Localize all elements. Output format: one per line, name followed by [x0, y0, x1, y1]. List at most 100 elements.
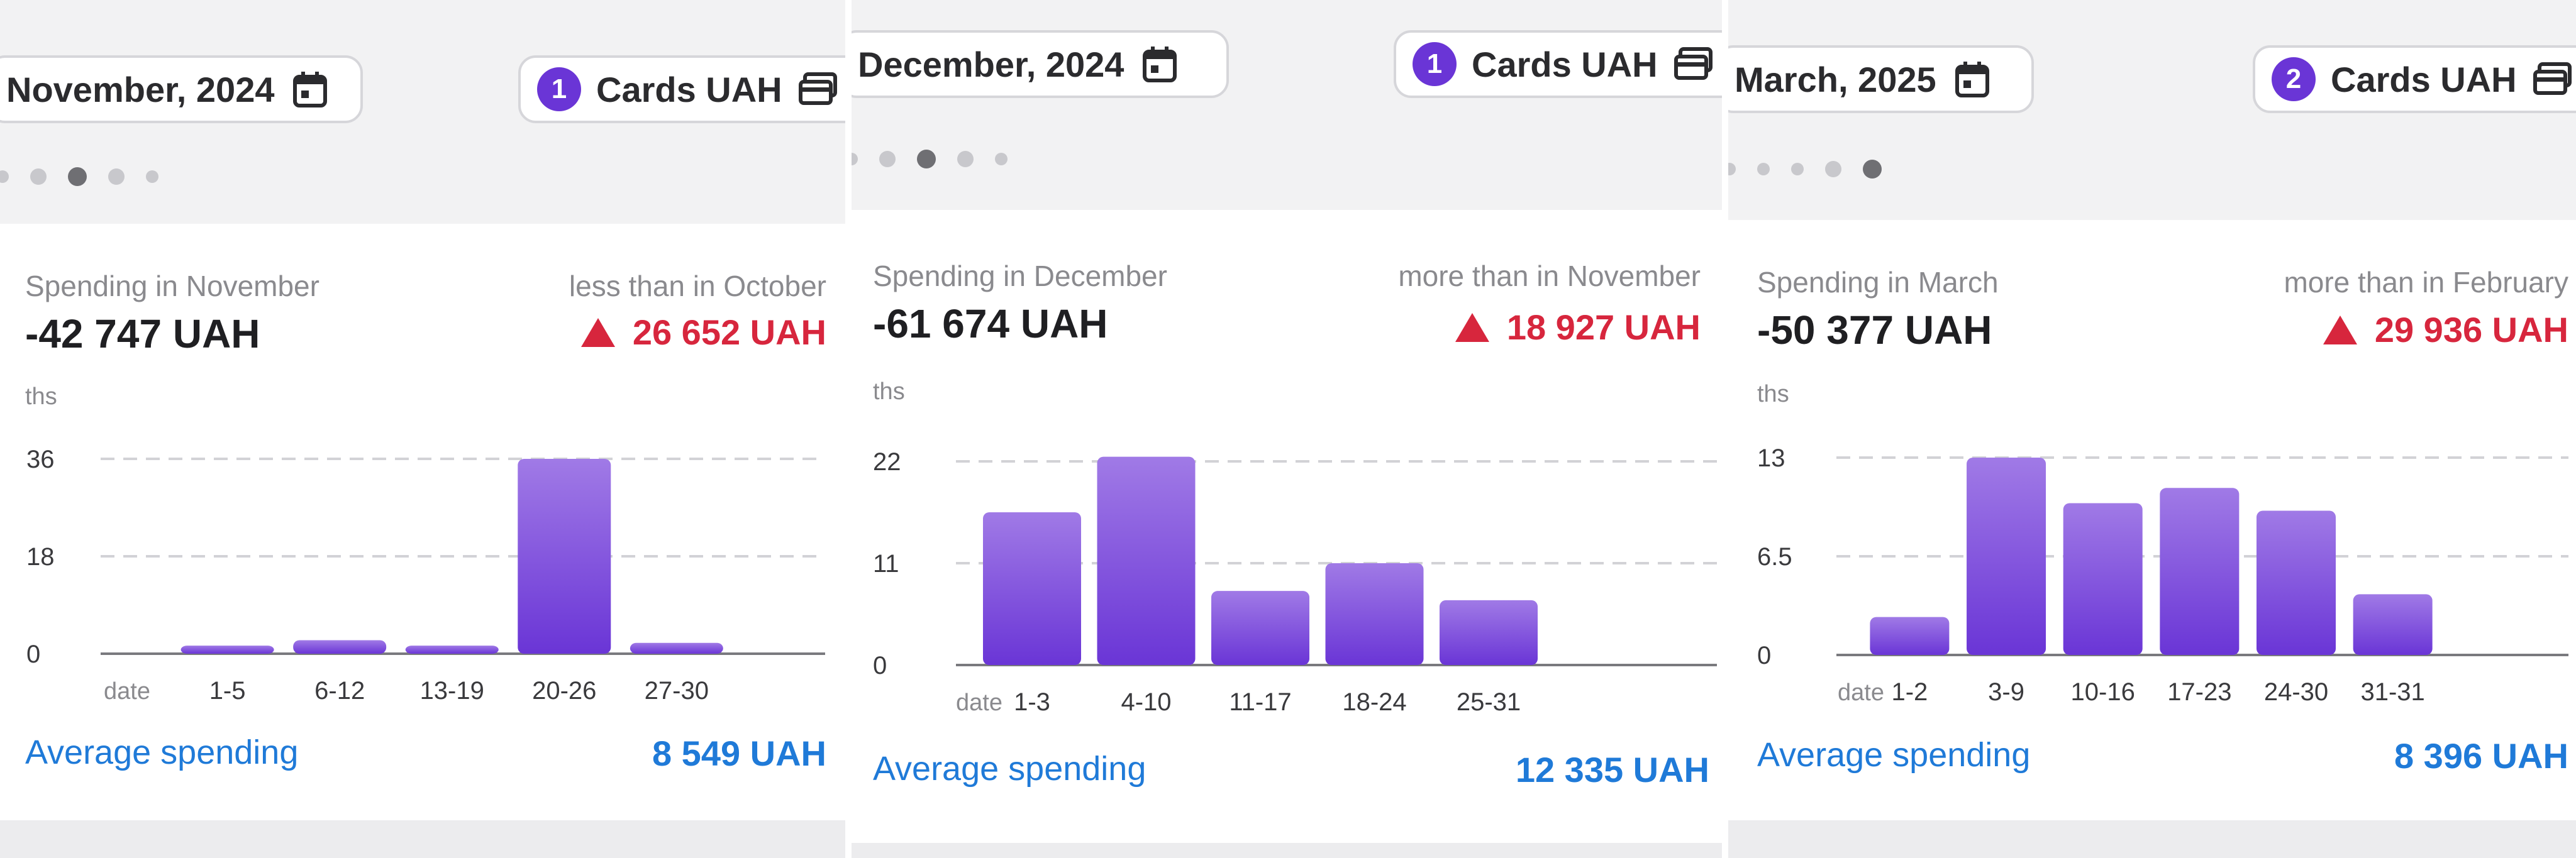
- average-spending-amount: 8 396 UAH: [2394, 736, 2568, 776]
- y-tick-label: 18: [26, 543, 55, 571]
- y-tick-label: 22: [873, 448, 901, 476]
- x-tick-label: 17-23: [2167, 678, 2231, 706]
- month-selector-button[interactable]: November, 2024: [0, 55, 363, 123]
- x-axis-title: date: [1838, 679, 1884, 706]
- panel-footer-area: [852, 843, 1722, 858]
- chart-bar[interactable]: [1211, 591, 1309, 665]
- chart-units-label: ths: [873, 378, 905, 405]
- chart-bar[interactable]: [1325, 563, 1424, 665]
- pager-dot-active[interactable]: [68, 167, 87, 186]
- month-selector-button[interactable]: December, 2024: [852, 30, 1229, 98]
- chart-bar[interactable]: [2160, 488, 2240, 655]
- comparison-label: more than in November: [1398, 260, 1701, 292]
- pager-dot[interactable]: [995, 153, 1008, 165]
- account-label: Cards UAH: [2331, 59, 2517, 99]
- chart-bar[interactable]: [1967, 458, 2046, 655]
- pager-dot-active[interactable]: [1863, 160, 1882, 179]
- calendar-icon: [1143, 46, 1177, 82]
- x-axis-title: date: [956, 690, 1002, 716]
- spending-total-amount: -42 747 UAH: [25, 311, 260, 356]
- spending-period-label: Spending in November: [25, 270, 319, 302]
- x-tick-label: 1-3: [1014, 688, 1050, 716]
- spending-bar-chart: 0 6.5 13 date 1-2 3-9 10-16 17-23 24-30 31-31: [1757, 444, 2568, 706]
- month-label: March, 2025: [1735, 59, 1936, 99]
- x-tick-label: 6-12: [314, 677, 365, 705]
- chart-bar[interactable]: [518, 459, 611, 654]
- panel-footer-area: [0, 820, 845, 858]
- pager-dot-active[interactable]: [917, 150, 936, 168]
- triangle-up-icon: [580, 317, 616, 348]
- chart-bar[interactable]: [180, 646, 274, 654]
- y-tick-label: 13: [1757, 444, 1785, 472]
- chart-units-label: ths: [25, 383, 57, 410]
- x-tick-label: 4-10: [1121, 688, 1171, 716]
- chart-bar[interactable]: [2063, 503, 2143, 655]
- triangle-up-icon: [2322, 314, 2358, 346]
- average-spending-amount: 12 335 UAH: [1515, 750, 1709, 789]
- pager-dot[interactable]: [1728, 163, 1736, 175]
- pager-dot[interactable]: [146, 170, 158, 183]
- average-spending-link[interactable]: Average spending: [1757, 736, 2031, 774]
- y-tick-label: 0: [26, 641, 40, 668]
- account-count-badge: 1: [1413, 42, 1457, 86]
- pager-dot[interactable]: [852, 153, 858, 165]
- calendar-icon: [1955, 61, 1989, 97]
- spending-panel-november: November, 2024 1 Cards UAH Spending in N…: [0, 0, 845, 858]
- chart-bar[interactable]: [293, 640, 387, 654]
- panel-footer-area: [1728, 820, 2576, 858]
- x-tick-label: 10-16: [2071, 678, 2135, 706]
- cards-icon: [798, 72, 838, 106]
- pager-dot[interactable]: [1825, 161, 1841, 177]
- average-spending-link[interactable]: Average spending: [25, 734, 299, 771]
- average-spending-link[interactable]: Average spending: [873, 750, 1146, 788]
- y-tick-label: 0: [1757, 642, 1771, 669]
- account-label: Cards UAH: [596, 69, 782, 109]
- pager-dot[interactable]: [1791, 163, 1804, 175]
- pager-dot[interactable]: [108, 168, 125, 185]
- chart-bar[interactable]: [1870, 617, 1950, 655]
- chart-bar[interactable]: [2353, 594, 2433, 655]
- spending-period-label: Spending in December: [873, 260, 1167, 292]
- cards-icon: [1674, 47, 1713, 81]
- y-tick-label: 6.5: [1757, 543, 1792, 571]
- x-tick-label: 27-30: [645, 677, 709, 705]
- chart-bar[interactable]: [1097, 456, 1196, 665]
- chart-bar[interactable]: [630, 642, 723, 654]
- spending-period-label: Spending in March: [1757, 266, 1999, 299]
- pager-dot[interactable]: [0, 170, 9, 183]
- x-tick-label: 1-2: [1891, 678, 1928, 706]
- month-label: November, 2024: [6, 69, 275, 109]
- average-spending-amount: 8 549 UAH: [652, 734, 826, 773]
- spending-bar-chart: 0 11 22 date 1-3 4-10 11-17 18-24 25-31: [873, 448, 1717, 716]
- x-tick-label: 20-26: [532, 677, 596, 705]
- chart-bar[interactable]: [1440, 600, 1538, 665]
- carousel-pager[interactable]: [1728, 160, 1903, 179]
- account-selector-button[interactable]: 1 Cards UAH: [518, 55, 845, 123]
- x-tick-label: 11-17: [1229, 688, 1291, 716]
- comparison-difference: 26 652 UAH: [580, 312, 826, 353]
- y-tick-label: 11: [873, 550, 899, 578]
- triangle-up-icon: [1454, 312, 1491, 343]
- comparison-label: less than in October: [569, 270, 826, 302]
- spending-panel-march: March, 2025 2 Cards UAH Spending in Marc…: [1728, 0, 2576, 858]
- carousel-pager[interactable]: [852, 150, 1029, 168]
- pager-dot[interactable]: [30, 168, 47, 185]
- comparison-amount: 18 927 UAH: [1506, 307, 1701, 347]
- carousel-pager[interactable]: [0, 167, 180, 186]
- comparison-difference: 29 936 UAH: [2322, 309, 2568, 350]
- comparison-amount: 26 652 UAH: [632, 312, 826, 352]
- chart-bar[interactable]: [405, 646, 499, 654]
- account-selector-button[interactable]: 2 Cards UAH: [2253, 45, 2576, 113]
- month-selector-button[interactable]: March, 2025: [1728, 45, 2034, 113]
- account-label: Cards UAH: [1472, 44, 1658, 84]
- x-tick-label: 18-24: [1342, 688, 1406, 716]
- x-tick-label: 13-19: [420, 677, 484, 705]
- pager-dot[interactable]: [879, 151, 896, 167]
- chart-bar[interactable]: [983, 512, 1081, 665]
- account-selector-button[interactable]: 1 Cards UAH: [1394, 30, 1722, 98]
- chart-bar[interactable]: [2256, 510, 2336, 655]
- chart-units-label: ths: [1757, 381, 1789, 407]
- x-tick-label: 3-9: [1988, 678, 2024, 706]
- pager-dot[interactable]: [957, 151, 974, 167]
- pager-dot[interactable]: [1757, 163, 1770, 175]
